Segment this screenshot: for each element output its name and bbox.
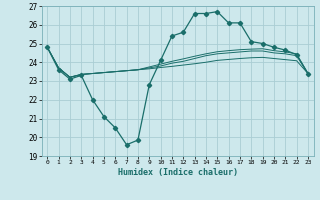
X-axis label: Humidex (Indice chaleur): Humidex (Indice chaleur)	[118, 168, 237, 177]
